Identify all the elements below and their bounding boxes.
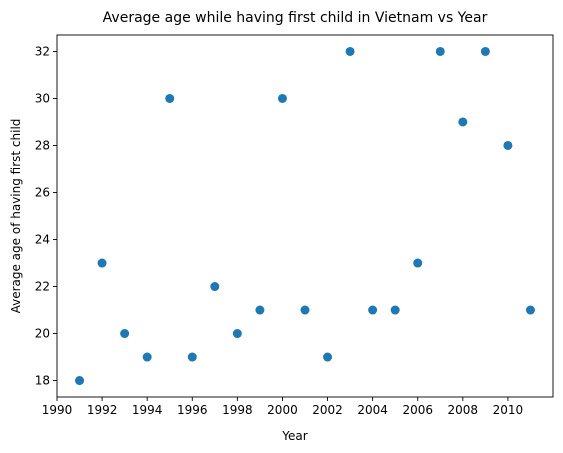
- y-tick-label: 18: [35, 374, 50, 388]
- x-tick-label: 2002: [312, 403, 343, 417]
- data-point: [390, 305, 400, 315]
- x-tick-label: 1994: [132, 403, 163, 417]
- data-point: [435, 46, 445, 56]
- data-point: [323, 352, 333, 362]
- y-tick-label: 26: [35, 185, 50, 199]
- data-point: [97, 258, 107, 268]
- data-point: [187, 352, 197, 362]
- data-point: [232, 329, 242, 339]
- x-tick-label: 1998: [222, 403, 253, 417]
- data-point: [368, 305, 378, 315]
- y-tick-label: 24: [35, 233, 50, 247]
- data-point: [503, 140, 513, 150]
- chart-title: Average age while having first child in …: [103, 10, 488, 26]
- data-point: [210, 282, 220, 292]
- axes-frame: [56, 34, 554, 398]
- data-point: [120, 329, 130, 339]
- data-point: [255, 305, 265, 315]
- y-tick-label: 30: [35, 91, 50, 105]
- x-tick-label: 1996: [177, 403, 208, 417]
- x-tick-label: 2006: [402, 403, 433, 417]
- x-tick-label: 2000: [267, 403, 298, 417]
- x-tick-label: 2004: [357, 403, 388, 417]
- data-point: [413, 258, 423, 268]
- x-tick-label: 1992: [87, 403, 118, 417]
- x-tick-label: 1990: [42, 403, 73, 417]
- data-point: [345, 46, 355, 56]
- x-tick-label: 2008: [448, 403, 479, 417]
- y-tick-label: 22: [35, 280, 50, 294]
- y-tick-label: 28: [35, 138, 50, 152]
- x-axis-title: Year: [281, 429, 307, 443]
- data-point: [277, 93, 287, 103]
- data-point: [142, 352, 152, 362]
- data-point: [75, 376, 85, 386]
- data-point: [458, 117, 468, 127]
- y-tick-label: 20: [35, 327, 50, 341]
- y-axis-title: Average age of having first child: [9, 119, 23, 314]
- plot-area: 1990 1992 1994 1996 1998 2000 2002 2004 2006 2008…: [35, 34, 554, 417]
- data-point: [525, 305, 535, 315]
- data-point: [480, 46, 490, 56]
- x-tick-label: 2010: [493, 403, 524, 417]
- y-tick-label: 32: [35, 44, 50, 58]
- data-point: [300, 305, 310, 315]
- data-point: [165, 93, 175, 103]
